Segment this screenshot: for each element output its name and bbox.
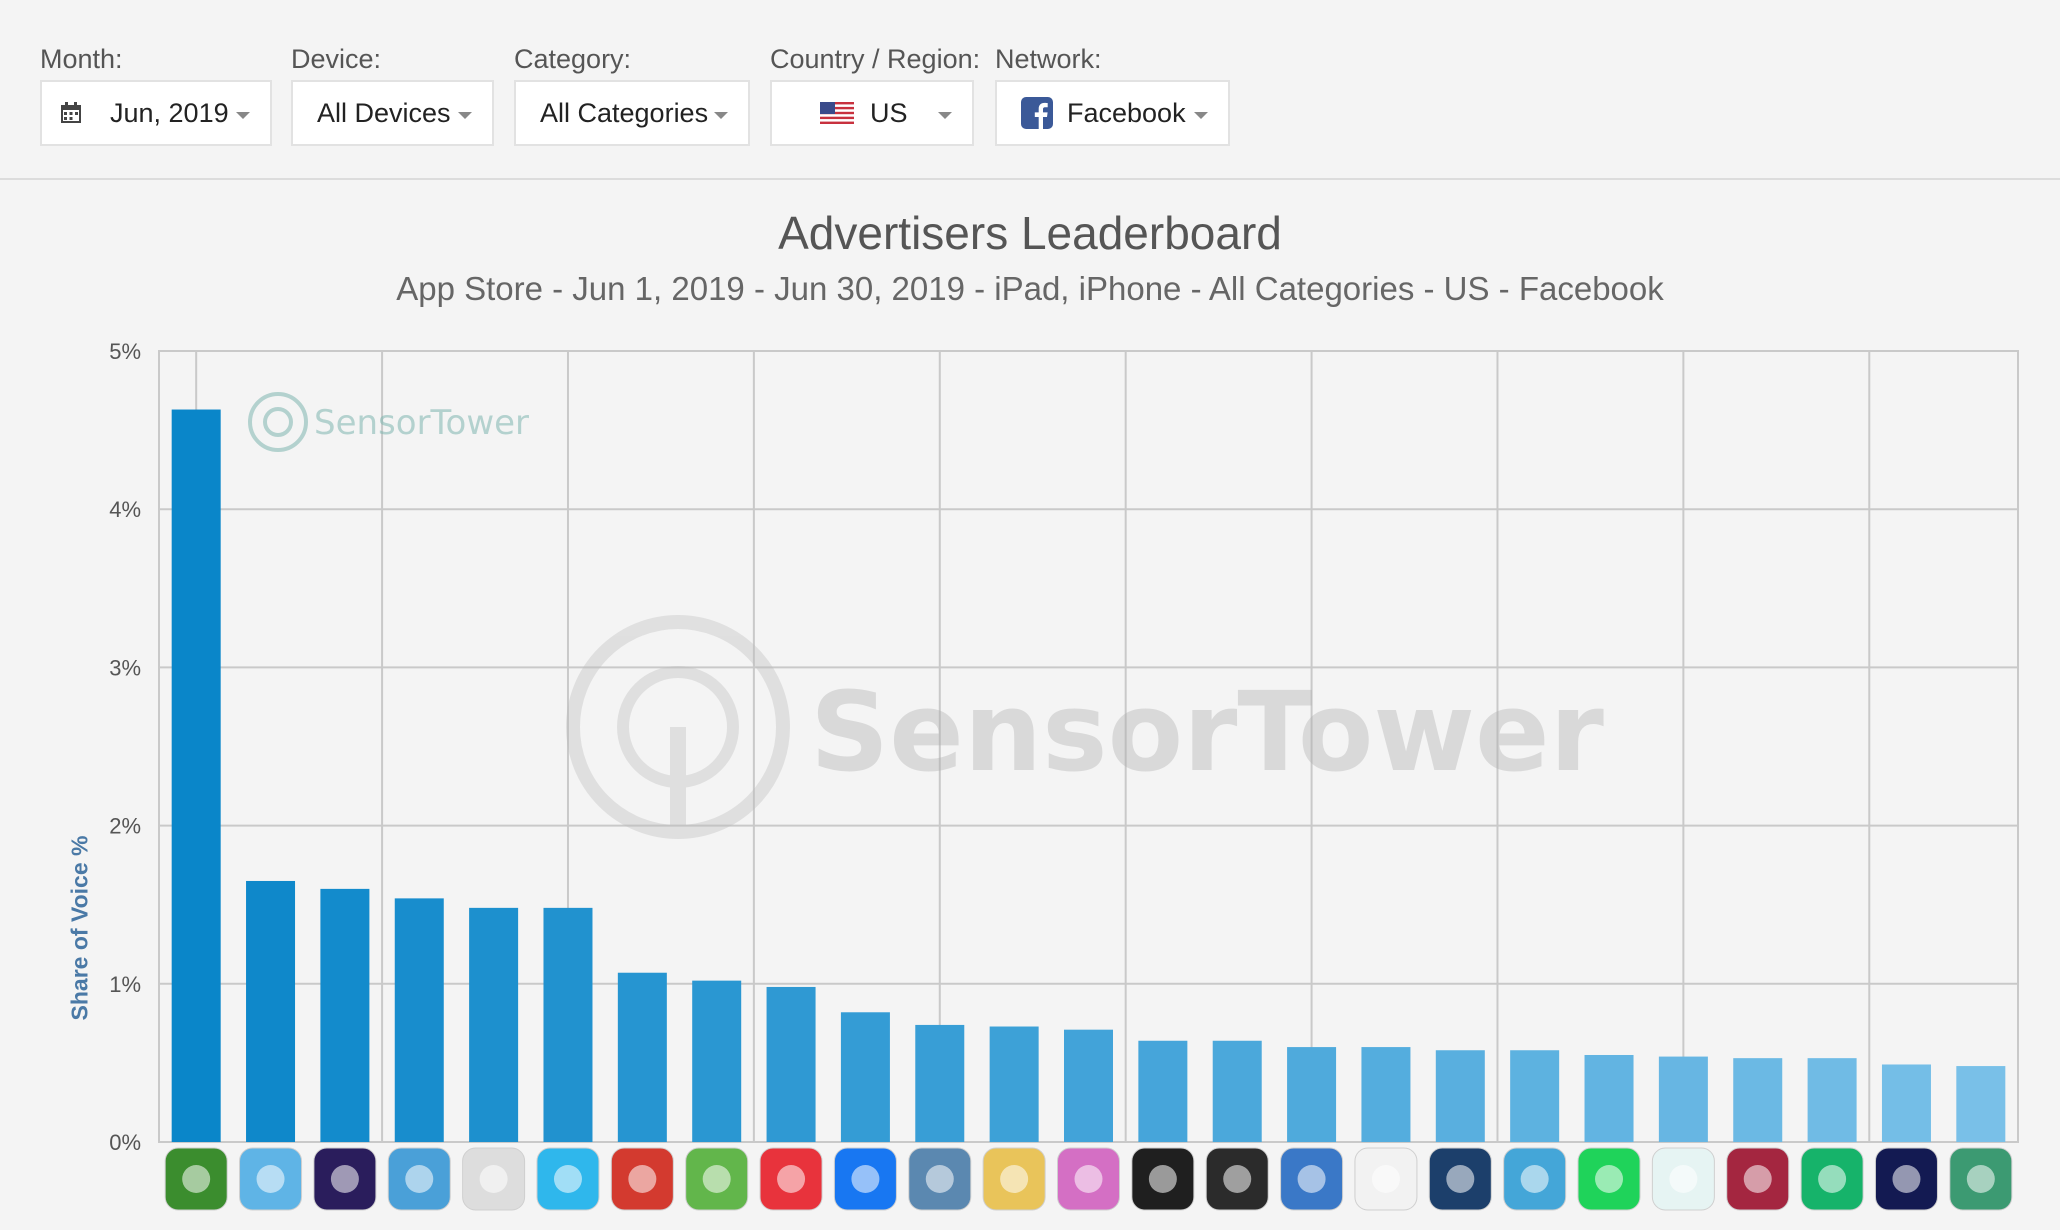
- words-game-icon[interactable]: [685, 1147, 749, 1211]
- bar: [840, 1012, 890, 1142]
- y-tick-label: 3%: [109, 655, 141, 680]
- facebook-app-icon[interactable]: [833, 1147, 897, 1211]
- zombie-game-icon[interactable]: [1949, 1147, 2013, 1211]
- country-label: Country / Region:: [770, 44, 981, 74]
- news-app-icon[interactable]: [759, 1147, 823, 1211]
- bar: [320, 888, 370, 1142]
- bar: [394, 898, 444, 1142]
- poshmark-app-icon[interactable]: [1726, 1147, 1790, 1211]
- bar: [1361, 1047, 1411, 1142]
- archery-game-icon[interactable]: [164, 1147, 228, 1211]
- month-value: Jun, 2019: [110, 97, 229, 128]
- logo-watermark: SensorTower: [248, 392, 529, 452]
- bar: [1435, 1050, 1485, 1142]
- device-label: Device:: [291, 44, 382, 74]
- bull-game-icon[interactable]: [908, 1147, 972, 1211]
- bar: [1956, 1066, 2006, 1142]
- bar-chart-plot: 0% 1% 2% 3% 4% 5% SensorTower SensorTower: [109, 339, 2019, 1211]
- facebook-icon: [1021, 97, 1053, 129]
- device-filter: Device:: [291, 40, 381, 78]
- month-label: Month:: [40, 44, 123, 74]
- chart-subtitle: App Store - Jun 1, 2019 - Jun 30, 2019 -…: [396, 270, 1664, 307]
- network-filter: Network:: [995, 40, 1102, 78]
- bar: [1064, 1029, 1113, 1142]
- bigo-app-icon[interactable]: [1651, 1147, 1715, 1211]
- bar: [1584, 1054, 1634, 1142]
- y-tick-label: 0%: [109, 1130, 141, 1155]
- bar: [1733, 1058, 1783, 1142]
- category-value: All Categories: [540, 97, 709, 128]
- watermark: SensorTower: [566, 615, 1604, 839]
- dragon-eye-game-icon[interactable]: [313, 1147, 377, 1211]
- country-selector[interactable]: US: [770, 80, 974, 146]
- y-tick-label: 4%: [109, 497, 141, 522]
- advertisers-chart: Advertisers Leaderboard App Store - Jun …: [0, 180, 2060, 1230]
- egg-game-icon[interactable]: [1280, 1147, 1344, 1211]
- chevron-down-icon: [938, 112, 952, 119]
- character-game-icon[interactable]: [1503, 1147, 1567, 1211]
- globe-app-icon[interactable]: [1428, 1147, 1492, 1211]
- plot-area: [158, 350, 2019, 1143]
- bar: [1658, 1056, 1708, 1142]
- bar: [1212, 1040, 1262, 1142]
- bar: [989, 1026, 1039, 1142]
- network-selector[interactable]: Facebook: [995, 80, 1230, 146]
- bar: [1510, 1050, 1560, 1142]
- chevron-down-icon: [714, 112, 728, 119]
- csr2-racing-game-icon[interactable]: [1205, 1147, 1269, 1211]
- month-filter: Month:: [40, 40, 123, 78]
- us-flag-icon: [820, 102, 854, 124]
- bar: [915, 1024, 965, 1142]
- calendar-icon: [61, 102, 81, 123]
- bar: [469, 907, 519, 1142]
- network-label: Network:: [995, 44, 1102, 74]
- bar: [692, 980, 742, 1142]
- filter-bar: Month: Jun, 2019 Device: All Devices Cat…: [0, 0, 2060, 180]
- bar: [766, 986, 816, 1142]
- svg-text:SensorTower: SensorTower: [810, 668, 1604, 796]
- bar: [1287, 1047, 1337, 1142]
- bar: [246, 880, 296, 1142]
- y-tick-label: 2%: [109, 814, 141, 839]
- bike-rider-game-icon[interactable]: [1131, 1147, 1195, 1211]
- device-value: All Devices: [317, 97, 451, 128]
- country-value: US: [870, 97, 908, 128]
- chevron-down-icon: [1194, 112, 1208, 119]
- fruit-app-icon[interactable]: [1354, 1147, 1418, 1211]
- word-puzzle-app-icon[interactable]: [1057, 1147, 1120, 1211]
- bar: [1881, 1064, 1931, 1142]
- category-selector[interactable]: All Categories: [514, 80, 750, 146]
- chart-title: Advertisers Leaderboard: [778, 207, 1282, 259]
- device-selector[interactable]: All Devices: [291, 80, 494, 146]
- bar: [617, 972, 667, 1142]
- category-label: Category:: [514, 44, 632, 74]
- grammarly-app-icon[interactable]: [1800, 1147, 1864, 1211]
- country-filter: Country / Region:: [770, 40, 980, 78]
- bar: [543, 907, 593, 1142]
- prism-app-icon[interactable]: [1874, 1147, 1938, 1211]
- bar: [1138, 1040, 1188, 1142]
- wish-app-icon[interactable]: [536, 1147, 600, 1211]
- chevron-down-icon: [236, 112, 250, 119]
- businessman-game-icon[interactable]: [239, 1147, 303, 1211]
- cartoon-hero-game-icon[interactable]: [387, 1147, 451, 1211]
- chevron-down-icon: [458, 112, 472, 119]
- beaver-game-icon[interactable]: [610, 1147, 674, 1211]
- month-selector[interactable]: Jun, 2019: [40, 80, 272, 146]
- bar: [171, 409, 221, 1142]
- treasure-game-icon[interactable]: [982, 1147, 1046, 1211]
- y-tick-label: 1%: [109, 972, 141, 997]
- category-filter: Category:: [514, 40, 631, 78]
- camera-app-icon[interactable]: [462, 1147, 526, 1211]
- webtoon-app-icon[interactable]: [1577, 1147, 1641, 1211]
- svg-text:SensorTower: SensorTower: [314, 403, 529, 443]
- y-tick-label: 5%: [109, 339, 141, 364]
- bar: [1807, 1058, 1857, 1142]
- network-value: Facebook: [1067, 97, 1186, 128]
